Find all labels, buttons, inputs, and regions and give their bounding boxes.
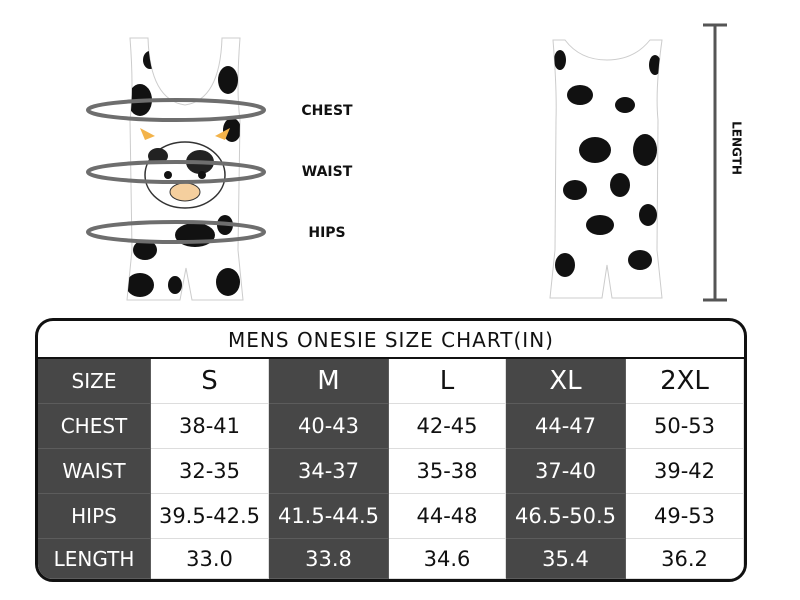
table-cell: 42-45	[389, 404, 506, 449]
header-cell: 2XL	[626, 359, 744, 404]
size-table: MENS ONESIE SIZE CHART(IN) SIZE S M L XL 2XL C…	[35, 318, 747, 582]
table-cell: 38-41	[151, 404, 269, 449]
row-label: LENGTH	[38, 539, 151, 579]
table-cell: 39-42	[626, 449, 744, 494]
row-label: CHEST	[38, 404, 151, 449]
table-cell: 44-48	[389, 494, 506, 539]
hips-label: HIPS	[308, 225, 345, 241]
front-onesie	[126, 37, 244, 301]
table-cell: 35.4	[506, 539, 626, 579]
table-cell: 50-53	[626, 404, 744, 449]
table-cell: 40-43	[269, 404, 389, 449]
measure-rings	[86, 98, 266, 244]
table-cell: 34.6	[389, 539, 506, 579]
header-cell: SIZE	[38, 359, 151, 404]
table-cell: 33.8	[269, 539, 389, 579]
table-cell: 34-37	[269, 449, 389, 494]
length-ruler	[703, 23, 727, 302]
table-cell: 44-47	[506, 404, 626, 449]
table-cell: 37-40	[506, 449, 626, 494]
table-cell: 49-53	[626, 494, 744, 539]
length-label: LENGTH	[730, 121, 744, 175]
chest-label: CHEST	[301, 103, 353, 119]
row-label: WAIST	[38, 449, 151, 494]
header-cell: L	[389, 359, 506, 404]
table-cell: 36.2	[626, 539, 744, 579]
row-label: HIPS	[38, 494, 151, 539]
header-cell: M	[269, 359, 389, 404]
table-cell: 39.5-42.5	[151, 494, 269, 539]
header-cell: XL	[506, 359, 626, 404]
illustration: CHEST WAIST HIPS LENGTH	[86, 23, 744, 302]
table-cell: 35-38	[389, 449, 506, 494]
table-cell: 41.5-44.5	[269, 494, 389, 539]
table-cell: 32-35	[151, 449, 269, 494]
table-cell: 33.0	[151, 539, 269, 579]
waist-label: WAIST	[302, 164, 353, 180]
table-cell: 46.5-50.5	[506, 494, 626, 539]
table-title: MENS ONESIE SIZE CHART(IN)	[38, 321, 744, 359]
back-onesie	[549, 39, 663, 299]
header-cell: S	[151, 359, 269, 404]
